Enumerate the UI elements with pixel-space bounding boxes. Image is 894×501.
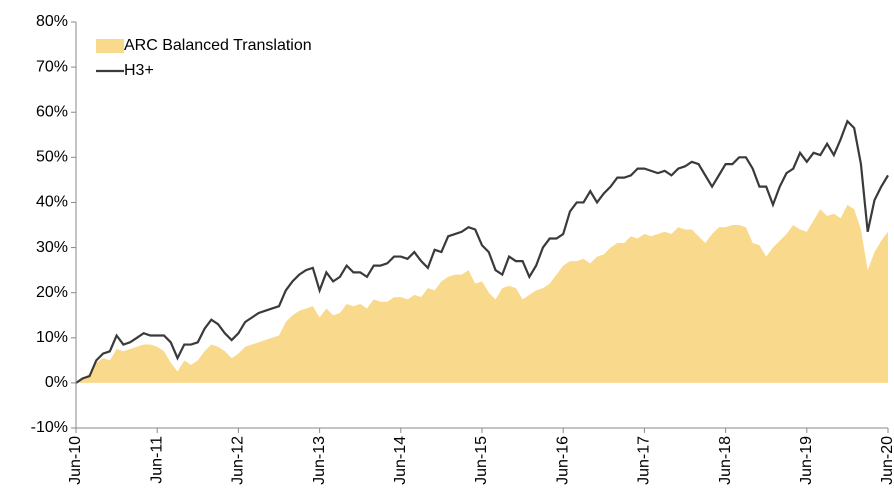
y-tick-label: 40% [36,194,68,211]
x-tick-label: Jun-10 [67,436,84,485]
y-tick-label: 30% [36,239,68,256]
x-tick-label: Jun-17 [636,436,653,485]
y-tick-label: 20% [36,284,68,301]
x-tick-label: Jun-11 [148,436,165,484]
x-tick-label: Jun-16 [554,436,571,485]
x-tick-label: Jun-15 [473,436,490,485]
x-tick-label: Jun-20 [879,436,894,485]
legend-label: ARC Balanced Translation [124,37,312,54]
line [75,119,889,384]
area [76,204,888,383]
y-tick-label: -10% [31,419,68,436]
x-tick-label: Jun-12 [230,436,247,485]
y-tick-label: 0% [45,374,68,391]
x-tick-label: Jun-13 [311,436,328,485]
y-tick-label: 50% [36,149,68,166]
legend-swatch [96,39,124,53]
x-tick-label: Jun-14 [392,436,409,485]
y-tick-label: 80% [36,13,68,30]
x-tick-label: Jun-19 [798,436,815,485]
y-tick-label: 70% [36,58,68,75]
x-tick-label: Jun-18 [717,436,734,485]
y-tick-label: 10% [36,329,68,346]
legend-label: H3+ [124,62,154,79]
y-tick-label: 60% [36,103,68,120]
